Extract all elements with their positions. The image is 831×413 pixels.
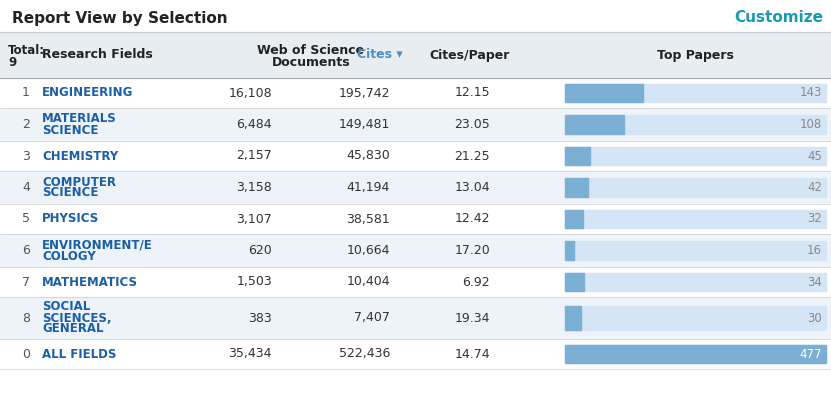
Text: 3,158: 3,158 [236,181,272,194]
Bar [565,115,826,134]
Bar [565,273,583,291]
Text: 5: 5 [22,213,30,225]
Text: 0: 0 [22,347,30,361]
Text: 3: 3 [22,150,30,162]
Text: 35,434: 35,434 [229,347,272,361]
Text: SCIENCES,: SCIENCES, [42,311,111,325]
Text: 9: 9 [8,55,17,69]
Text: 41,194: 41,194 [347,181,390,194]
Text: 16,108: 16,108 [229,86,272,100]
Text: 4: 4 [22,181,30,194]
Text: 108: 108 [799,118,822,131]
Bar [0,108,831,141]
Text: COLOGY: COLOGY [42,249,96,263]
Text: 195,742: 195,742 [338,86,390,100]
Text: 7: 7 [22,275,30,289]
Text: SCIENCE: SCIENCE [42,187,98,199]
Bar [565,210,826,228]
Text: 32: 32 [807,213,822,225]
Bar [565,115,624,134]
Text: Cites ▾: Cites ▾ [357,48,403,62]
Text: 6,484: 6,484 [236,118,272,131]
Text: Cites/Paper: Cites/Paper [430,48,510,62]
Text: 1,503: 1,503 [236,275,272,289]
Text: ENGINEERING: ENGINEERING [42,86,133,100]
Text: 620: 620 [248,244,272,257]
Text: CHEMISTRY: CHEMISTRY [42,150,118,162]
Bar [0,267,831,297]
Bar [565,306,582,330]
Text: Research Fields: Research Fields [42,48,153,62]
Text: 522,436: 522,436 [338,347,390,361]
Text: 2,157: 2,157 [236,150,272,162]
Text: Total:: Total: [8,43,45,57]
Text: 30: 30 [807,311,822,325]
Text: 143: 143 [799,86,822,100]
Bar [565,273,826,291]
Bar [0,78,831,108]
Text: MATERIALS: MATERIALS [42,112,116,126]
Text: 34: 34 [807,275,822,289]
Text: 13.04: 13.04 [455,181,490,194]
Text: 10,404: 10,404 [347,275,390,289]
Text: 477: 477 [799,347,822,361]
Bar [565,306,826,330]
Text: 17.20: 17.20 [455,244,490,257]
Bar [565,147,826,165]
Bar [565,345,826,363]
Text: 38,581: 38,581 [347,213,390,225]
Text: 3,107: 3,107 [236,213,272,225]
Text: 12.42: 12.42 [455,213,490,225]
Text: 6.92: 6.92 [462,275,490,289]
Text: 45: 45 [807,150,822,162]
Bar [565,345,826,363]
Text: 8: 8 [22,311,30,325]
Text: 19.34: 19.34 [455,311,490,325]
Text: 45,830: 45,830 [347,150,390,162]
Text: ENVIRONMENT/E: ENVIRONMENT/E [42,238,153,252]
Bar [0,339,831,369]
Text: 149,481: 149,481 [338,118,390,131]
Text: 14.74: 14.74 [455,347,490,361]
Text: 2: 2 [22,118,30,131]
Bar [565,241,573,260]
Bar [0,234,831,267]
Bar [0,0,831,32]
Bar [0,141,831,171]
Bar [565,147,590,165]
Text: 21.25: 21.25 [455,150,490,162]
Text: SOCIAL: SOCIAL [42,301,91,313]
Text: 10,664: 10,664 [347,244,390,257]
Text: 7,407: 7,407 [354,311,390,325]
Text: 1: 1 [22,86,30,100]
Text: 23.05: 23.05 [455,118,490,131]
Text: SCIENCE: SCIENCE [42,123,98,137]
Bar [565,84,643,102]
Bar [0,171,831,204]
Text: 6: 6 [22,244,30,257]
Bar [0,204,831,234]
Bar [0,32,831,78]
Bar [565,241,826,260]
Bar [565,178,588,197]
Bar [565,210,583,228]
Text: GENERAL: GENERAL [42,323,104,335]
Text: Report View by Selection: Report View by Selection [12,10,228,26]
Bar [565,84,826,102]
Text: PHYSICS: PHYSICS [42,213,99,225]
Text: COMPUTER: COMPUTER [42,176,116,188]
Bar [565,178,826,197]
Text: ALL FIELDS: ALL FIELDS [42,347,116,361]
Text: 383: 383 [248,311,272,325]
Text: Documents: Documents [272,55,351,69]
Text: 12.15: 12.15 [455,86,490,100]
Text: 42: 42 [807,181,822,194]
Text: MATHEMATICS: MATHEMATICS [42,275,138,289]
Text: Top Papers: Top Papers [657,48,734,62]
Text: 16: 16 [807,244,822,257]
Text: Customize: Customize [734,10,823,26]
Bar [0,297,831,339]
Text: Web of Science: Web of Science [258,43,365,57]
